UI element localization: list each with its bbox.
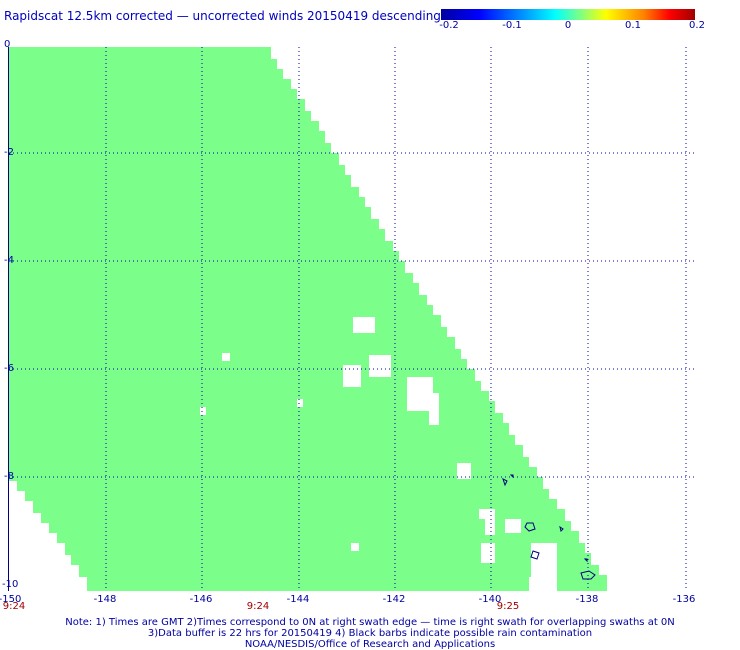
data-gap [429,393,439,425]
time-label: 9:24 [246,601,270,612]
time-label: 9:25 [496,601,520,612]
colorbar-tick: -0.2 [439,20,459,31]
footnote-line: 3)Data buffer is 22 hrs for 20150419 4) … [147,628,593,639]
footnote-credit: NOAA/NESDIS/Office of Research and Appli… [244,639,496,650]
lat-tick-label: -6 [4,363,14,374]
lat-tick-label: -10 [2,579,19,590]
lon-tick-label: -136 [672,594,696,605]
lon-tick-label: -142 [382,594,406,605]
data-gap [343,365,361,387]
data-gap [505,519,521,533]
island-outline [524,522,536,532]
colorbar-tick: 0.2 [689,20,705,31]
data-gap [479,509,487,519]
lon-tick-label: -138 [575,594,599,605]
map-plot-area [8,47,694,591]
lat-tick-label: -2 [4,147,14,158]
data-gap [351,543,359,551]
data-gap [297,399,303,407]
lon-tick-label: -146 [189,594,213,605]
lon-tick-label: -148 [93,594,117,605]
wind-swath-fill [9,47,607,591]
map-svg [9,47,694,591]
colorbar-tick: 0.1 [625,20,641,31]
lat-tick-label: -4 [4,255,14,266]
map-title: Rapidscat 12.5km corrected — uncorrected… [4,9,441,23]
grid-lines [9,47,694,591]
lat-tick-label: 0 [4,39,11,50]
data-gap [481,543,495,563]
data-gap [457,463,471,479]
footnote-line: Note: 1) Times are GMT 2)Times correspon… [65,617,675,628]
lon-tick-label: -140 [478,594,502,605]
data-gap [369,355,391,377]
island-outline [530,550,540,560]
lon-tick-label: -150 [0,594,22,605]
data-gap [407,377,433,411]
island-outline [502,478,508,487]
lon-tick-label: -144 [286,594,310,605]
island-outline [559,525,564,532]
data-gap [485,509,495,535]
time-label: 9:24 [2,601,26,612]
data-gap [353,317,375,333]
lat-tick-label: -8 [4,471,14,482]
island-outline [583,558,588,563]
data-gap [222,353,230,361]
data-gap [529,577,553,591]
data-gap [200,407,206,415]
colorbar-tick: -0.1 [502,20,522,31]
colorbar-tick: 0 [564,20,572,31]
colorbar [441,9,695,20]
island-outline [509,474,514,479]
